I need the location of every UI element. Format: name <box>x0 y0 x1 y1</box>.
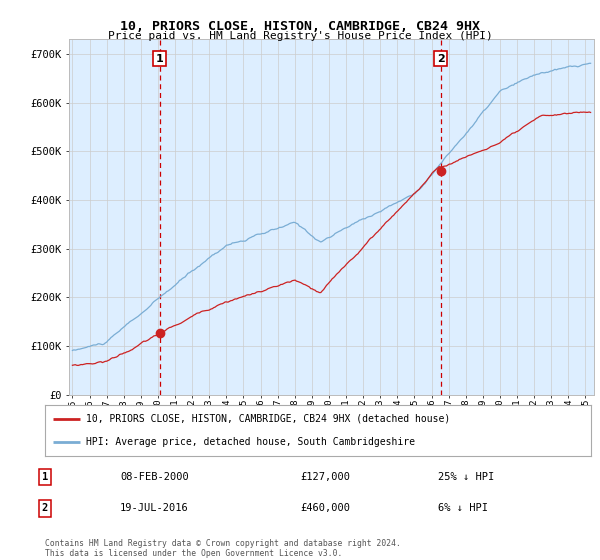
Text: 08-FEB-2000: 08-FEB-2000 <box>120 472 189 482</box>
Text: HPI: Average price, detached house, South Cambridgeshire: HPI: Average price, detached house, Sout… <box>86 437 415 447</box>
Text: 6% ↓ HPI: 6% ↓ HPI <box>438 503 488 514</box>
Text: 2: 2 <box>437 54 445 64</box>
Text: 10, PRIORS CLOSE, HISTON, CAMBRIDGE, CB24 9HX: 10, PRIORS CLOSE, HISTON, CAMBRIDGE, CB2… <box>120 20 480 32</box>
Text: 2: 2 <box>42 503 48 514</box>
Text: Price paid vs. HM Land Registry's House Price Index (HPI): Price paid vs. HM Land Registry's House … <box>107 31 493 41</box>
Text: Contains HM Land Registry data © Crown copyright and database right 2024.
This d: Contains HM Land Registry data © Crown c… <box>45 539 401 558</box>
Text: £460,000: £460,000 <box>300 503 350 514</box>
Text: £127,000: £127,000 <box>300 472 350 482</box>
Text: 1: 1 <box>156 54 164 64</box>
Text: 25% ↓ HPI: 25% ↓ HPI <box>438 472 494 482</box>
Text: 1: 1 <box>42 472 48 482</box>
Text: 19-JUL-2016: 19-JUL-2016 <box>120 503 189 514</box>
Text: 10, PRIORS CLOSE, HISTON, CAMBRIDGE, CB24 9HX (detached house): 10, PRIORS CLOSE, HISTON, CAMBRIDGE, CB2… <box>86 414 450 424</box>
